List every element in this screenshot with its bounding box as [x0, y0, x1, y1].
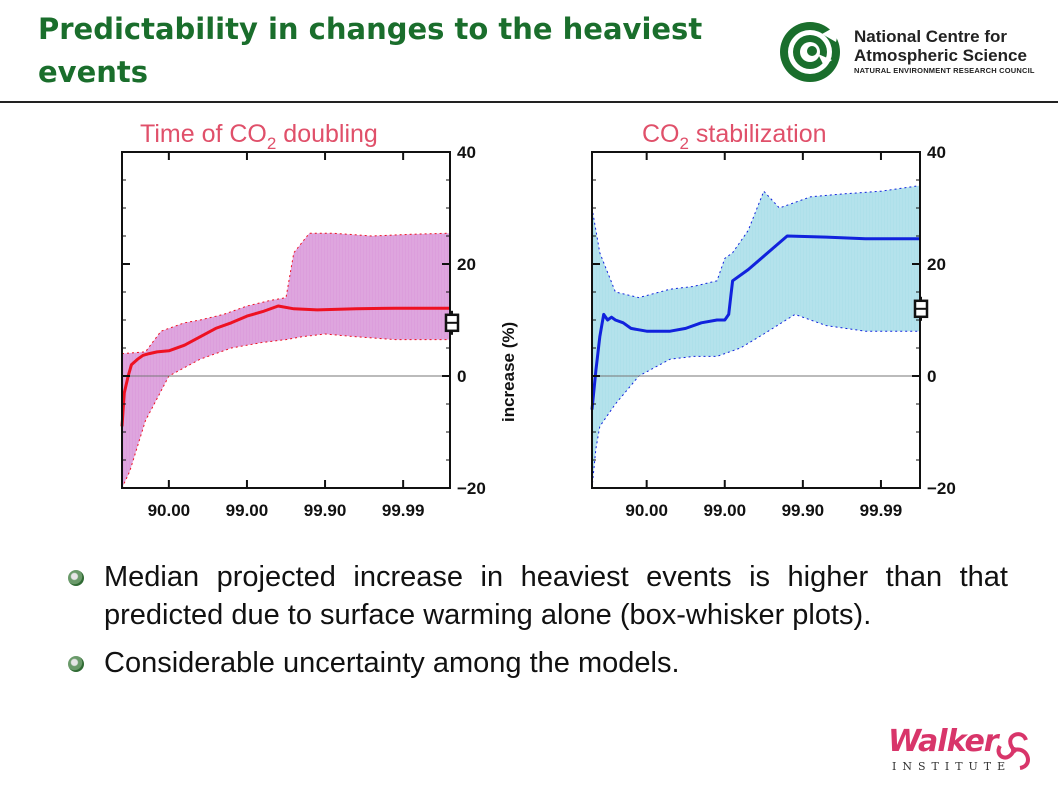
box-whisker-marker — [913, 296, 929, 321]
ncas-logo: National Centre for Atmospheric Science … — [778, 20, 1050, 84]
walker-institute-logo: Walker INSTITUTE — [884, 724, 1044, 780]
x-tick-label: 99.99 — [860, 501, 903, 520]
uncertainty-band — [122, 233, 450, 488]
ncas-name-line1: National Centre for — [854, 27, 1008, 46]
ncas-name-line2: Atmospheric Science — [854, 46, 1027, 65]
upper-bound-line — [591, 185, 921, 299]
y-tick-label: −20 — [927, 479, 956, 498]
y-tick-label: 20 — [927, 255, 946, 274]
slide-title: Predictability in changes to the heavies… — [38, 12, 703, 89]
panel-title-doubling: Time of CO2 doubling — [140, 120, 378, 153]
x-tick-label: 90.00 — [625, 501, 668, 520]
x-tick-label: 99.00 — [703, 501, 746, 520]
x-tick-label: 90.00 — [148, 501, 191, 520]
x-tick-label: 99.00 — [226, 501, 269, 520]
y-tick-label: −20 — [457, 479, 486, 498]
charts-figure: Time of CO2 doubling increase (%) 40 20 0 −… — [120, 120, 956, 520]
box-whisker-marker — [444, 310, 460, 335]
x-tick-label: 99.99 — [382, 501, 425, 520]
walker-swirl-icon — [996, 732, 1030, 770]
x-tick-label: 99.90 — [304, 501, 347, 520]
ncas-name-line3: NATURAL ENVIRONMENT RESEARCH COUNCIL — [854, 66, 1035, 75]
walker-logo-word: Walker — [888, 724, 999, 759]
y-tick-label: 0 — [927, 367, 936, 386]
bullet-list: Median projected increase in heaviest ev… — [68, 558, 1008, 682]
ncas-swirl-icon — [780, 22, 840, 82]
y-tick-label: 0 — [457, 367, 466, 386]
median-line — [120, 304, 450, 427]
lower-bound-line — [121, 333, 450, 489]
x-tick-label: 99.90 — [782, 501, 825, 520]
bullet-text: Considerable uncertainty among the model… — [104, 647, 680, 679]
uncertainty-band — [592, 185, 920, 488]
chart-panel-co2-stabilization: CO2 stabilization 40 20 0 −20 90.00 99.00 99.9… — [590, 120, 956, 520]
lower-bound-line — [591, 313, 920, 489]
median-line — [590, 234, 920, 410]
bullet-text: Median projected increase in heaviest ev… — [104, 561, 1008, 631]
bullet-marker-icon — [68, 656, 84, 672]
y-tick-label: 20 — [457, 255, 476, 274]
y-axis-label: increase (%) — [499, 322, 518, 422]
bullet-item: Median projected increase in heaviest ev… — [68, 558, 1008, 634]
panel-title-stabilization: CO2 stabilization — [642, 120, 827, 153]
bullet-marker-icon — [68, 570, 84, 586]
y-tick-label: 40 — [927, 143, 946, 162]
bullet-item: Considerable uncertainty among the model… — [68, 644, 1008, 682]
chart-panel-co2-doubling: Time of CO2 doubling increase (%) 40 20 0 −… — [120, 120, 518, 520]
title-divider — [0, 101, 1058, 103]
walker-logo-sub: INSTITUTE — [892, 760, 1012, 773]
y-tick-label: 40 — [457, 143, 476, 162]
